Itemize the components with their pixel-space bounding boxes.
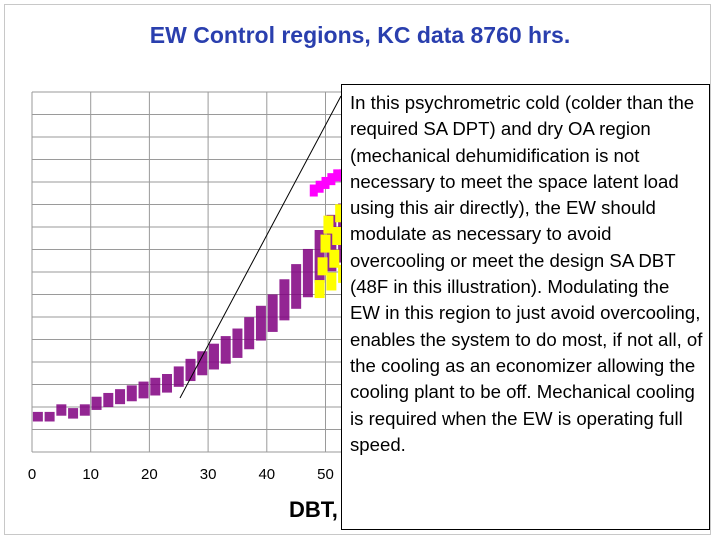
data-point xyxy=(103,392,114,408)
data-point xyxy=(314,230,325,283)
x-tick-label: 0 xyxy=(28,466,36,483)
data-point xyxy=(68,408,79,419)
data-point xyxy=(79,404,90,416)
data-point xyxy=(314,280,325,299)
data-point xyxy=(309,184,318,197)
data-point xyxy=(244,317,255,350)
data-point xyxy=(315,180,324,193)
data-point xyxy=(173,366,184,387)
data-point xyxy=(115,389,126,405)
data-point xyxy=(326,272,337,291)
data-point xyxy=(126,385,137,402)
data-point xyxy=(56,404,67,416)
data-point xyxy=(302,248,313,298)
data-point xyxy=(332,227,343,245)
data-point xyxy=(91,396,102,410)
data-point xyxy=(333,169,342,182)
x-tick-label: 40 xyxy=(258,466,275,483)
boundary-line xyxy=(179,95,342,399)
data-point xyxy=(185,358,196,382)
annotation-callout: In this psychrometric cold (colder than … xyxy=(341,84,710,530)
data-point xyxy=(267,294,278,332)
data-point xyxy=(44,411,55,422)
data-point xyxy=(320,234,331,253)
data-point xyxy=(162,374,173,393)
data-point xyxy=(326,214,337,272)
data-point xyxy=(232,328,243,358)
data-point xyxy=(255,305,266,341)
data-point xyxy=(327,173,336,186)
x-tick-label: 10 xyxy=(82,466,99,483)
data-point xyxy=(335,204,346,223)
data-point xyxy=(291,264,302,309)
x-tick-labels: 0 10 20 30 40 50 xyxy=(28,466,334,483)
data-point xyxy=(138,381,149,399)
data-point xyxy=(197,351,208,376)
gridlines xyxy=(31,91,341,453)
data-point xyxy=(329,249,340,268)
x-tick-label: 50 xyxy=(317,466,334,483)
x-tick-label: 30 xyxy=(200,466,217,483)
data-point xyxy=(150,377,161,396)
data-point xyxy=(32,411,43,422)
chart-title: EW Control regions, KC data 8760 hrs. xyxy=(149,22,571,48)
slide-frame xyxy=(4,4,711,535)
data-point xyxy=(317,257,328,276)
x-tick-label: 20 xyxy=(141,466,158,483)
data-point xyxy=(321,176,330,189)
data-points xyxy=(32,165,354,422)
data-point xyxy=(323,215,334,234)
x-axis-label: DBT, xyxy=(289,497,338,522)
data-point xyxy=(220,336,231,364)
data-point xyxy=(279,279,290,321)
data-point xyxy=(208,343,219,370)
